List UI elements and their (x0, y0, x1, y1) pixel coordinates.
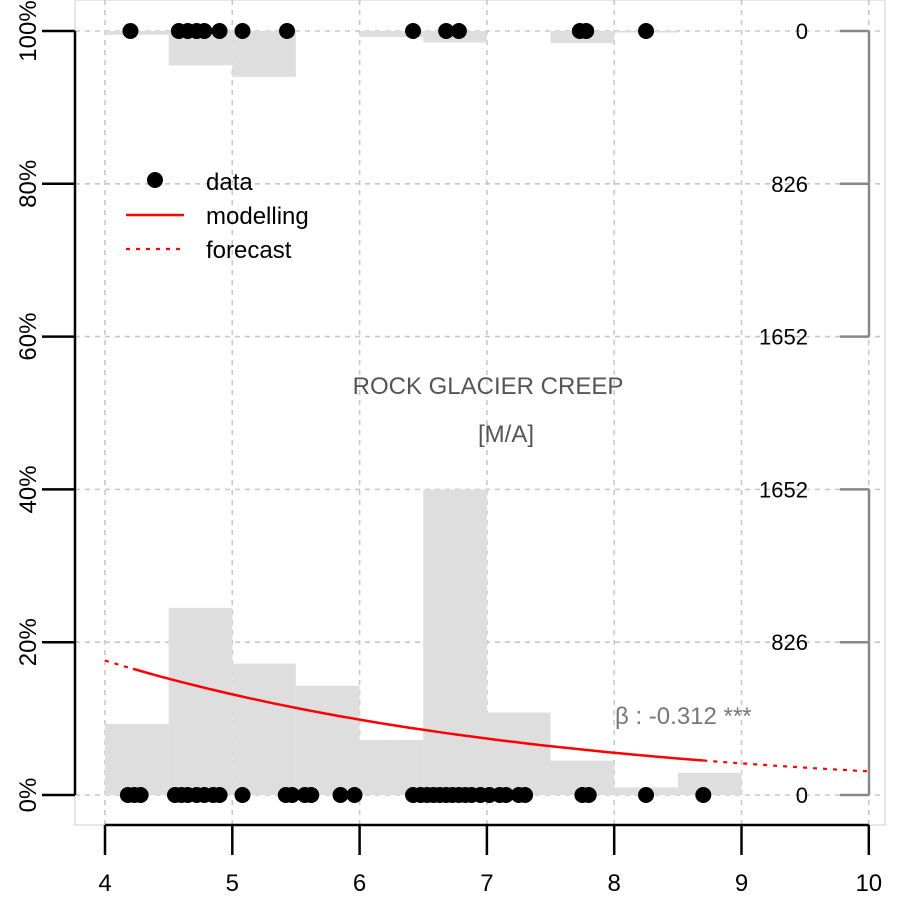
x-tick-label: 5 (226, 870, 239, 897)
x-tick-label: 4 (98, 870, 111, 897)
legend: data modelling forecast (126, 169, 309, 264)
data-point (497, 787, 514, 803)
x-tick-label: 9 (735, 870, 748, 897)
legend-label-forecast: forecast (206, 237, 292, 264)
gridlines (75, 0, 885, 825)
histogram-bar-bottom (295, 685, 360, 795)
x-tick-label: 8 (608, 870, 621, 897)
data-point (517, 787, 534, 803)
right-tick-label: 1652 (759, 477, 808, 502)
data-point (346, 787, 363, 803)
data-point (211, 787, 228, 803)
right-tick-label: 1652 (759, 325, 808, 350)
data-point (303, 787, 320, 803)
chart-subtitle: [M/A] (478, 421, 534, 448)
data-points (119, 23, 712, 803)
x-tick-label: 10 (855, 870, 882, 897)
histogram-bottom (105, 489, 742, 795)
y-tick-label: 40% (15, 465, 42, 513)
legend-label-data: data (206, 169, 253, 196)
data-point (196, 23, 213, 39)
data-point (405, 23, 422, 39)
right-tick-label: 826 (771, 630, 808, 655)
left-axis: 0% 20% 40% 60% 80% 100% (15, 0, 77, 813)
data-point (234, 23, 251, 39)
data-point (695, 787, 712, 803)
right-tick-label: 826 (771, 172, 808, 197)
histogram-bar-bottom (232, 663, 296, 795)
data-point (638, 787, 655, 803)
y-tick-label: 20% (15, 618, 42, 666)
data-point (132, 787, 149, 803)
data-point (234, 787, 251, 803)
data-point (638, 23, 655, 39)
right-tick-label: 0 (796, 19, 808, 44)
right-tick-label: 0 (796, 783, 808, 808)
data-point (279, 23, 296, 39)
beta-label: β : -0.312 *** (615, 703, 752, 730)
histogram-bar-top (359, 31, 424, 38)
y-tick-label: 0% (15, 778, 42, 813)
legend-data-marker (147, 172, 163, 188)
model-curves (104, 659, 869, 773)
right-axis: 0 826 1652 1652 826 0 (759, 19, 871, 808)
bottom-axis: 4 5 6 7 8 9 10 (98, 823, 882, 897)
x-tick-label: 7 (480, 870, 493, 897)
histogram-bar-bottom (486, 712, 551, 795)
data-point (332, 787, 349, 803)
data-point (211, 23, 228, 39)
data-point (284, 787, 301, 803)
data-point (438, 23, 455, 39)
legend-label-modelling: modelling (206, 203, 309, 230)
y-tick-label: 60% (15, 313, 42, 361)
histogram-bar-bottom (423, 489, 487, 795)
forecast-curve-right (703, 759, 869, 773)
histogram-bar-bottom (105, 723, 169, 795)
chart-title: ROCK GLACIER CREEP (353, 373, 624, 400)
histogram-bar-bottom (359, 739, 424, 795)
x-tick-label: 6 (353, 870, 366, 897)
y-tick-label: 100% (15, 0, 42, 61)
modelling-curve (132, 667, 704, 762)
data-point (450, 23, 467, 39)
data-point (580, 787, 597, 803)
data-point (578, 23, 595, 39)
y-tick-label: 80% (15, 160, 42, 208)
forecast-curve-left (104, 659, 134, 670)
data-point (122, 23, 139, 39)
histogram-bar-bottom (168, 607, 233, 795)
histogram-bar-bottom (677, 772, 742, 795)
